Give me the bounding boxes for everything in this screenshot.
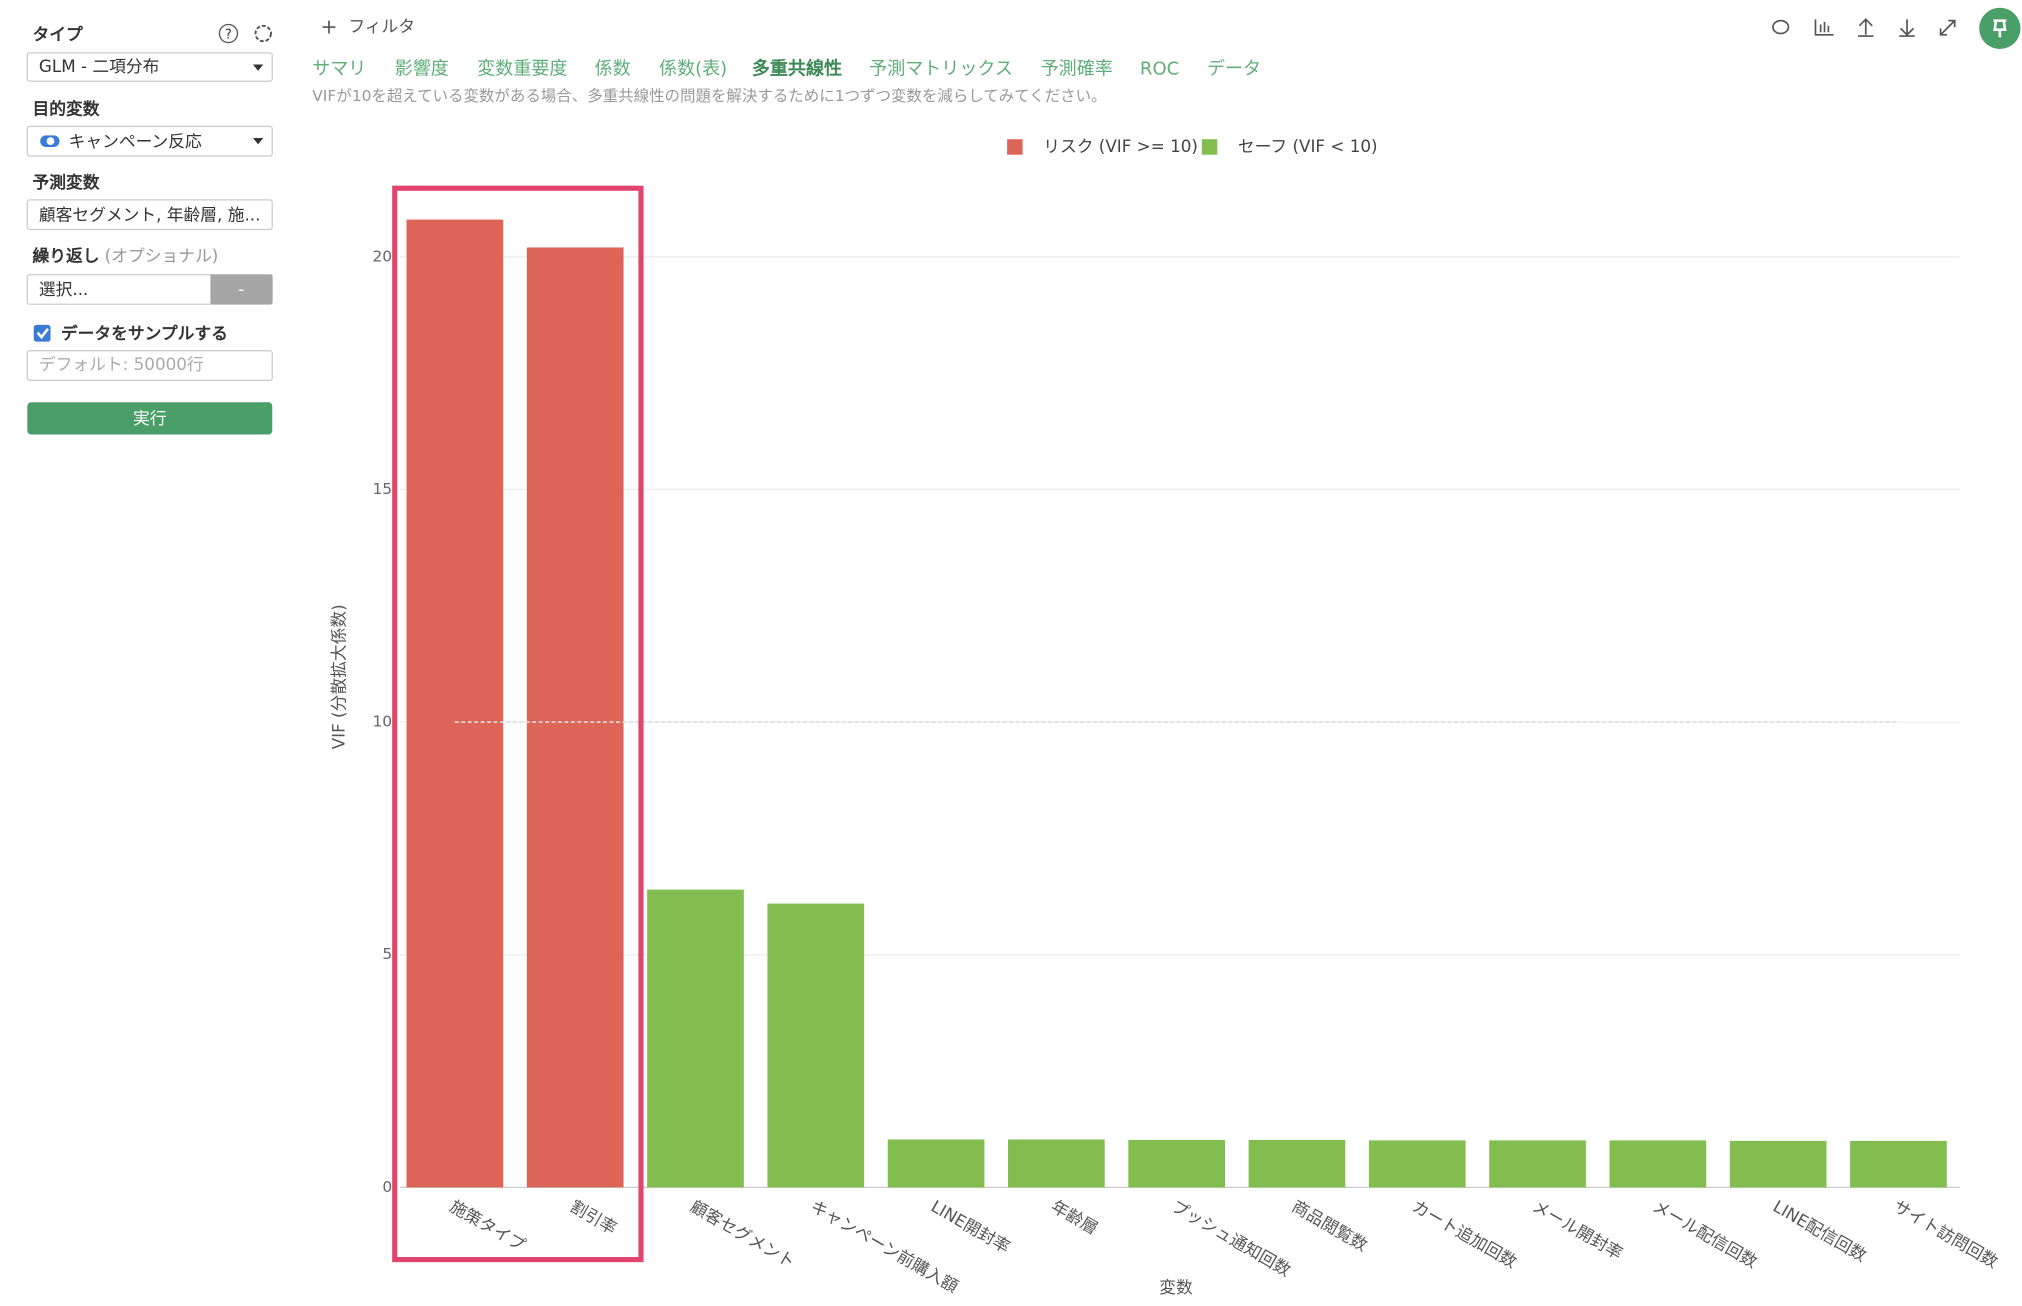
target-value: キャンペーン反応 [69, 131, 202, 151]
sample-input[interactable] [26, 350, 273, 381]
predictors-value: 顧客セグメント, 年齢層, 施... [39, 204, 261, 224]
chart: 0 5 10 15 20 リスク (VIF >= 10) セーフ (VIF < 10) 施策タ… [328, 136, 2002, 1297]
x-tick-label: メール配信回数 [1649, 1196, 1761, 1272]
bar [526, 247, 624, 1188]
x-tick-label: 顧客セグメント [687, 1196, 799, 1272]
plus-icon [322, 20, 336, 34]
pin-icon [1993, 19, 2007, 38]
bar [1609, 1140, 1707, 1188]
comment-icon[interactable] [1772, 19, 1790, 35]
repeat-optional: (オプショナル) [105, 246, 219, 266]
x-tick-label: 商品閲覧数 [1289, 1196, 1372, 1255]
x-axis-label: 変数 [1159, 1277, 1193, 1297]
help-glyph: ? [225, 27, 232, 42]
tab[interactable]: 多重共線性 [752, 58, 842, 80]
tab[interactable]: ROC [1140, 59, 1179, 80]
x-tick-label: メール開封率 [1529, 1196, 1626, 1264]
bar [1489, 1140, 1586, 1188]
y-tick-label: 20 [372, 247, 392, 265]
bar [647, 889, 744, 1188]
checkmark [36, 327, 49, 340]
bar [1850, 1140, 1947, 1188]
x-tick-label: LINE配信回数 [1770, 1196, 1871, 1266]
repeat-placeholder: 選択... [39, 279, 88, 299]
y-tick-label: 10 [372, 713, 392, 731]
tab[interactable]: 予測マトリックス [869, 59, 1013, 80]
run-button[interactable] [27, 402, 273, 435]
y-tick-label: 15 [372, 480, 392, 498]
download-icon[interactable] [1899, 19, 1915, 37]
filter-button[interactable]: フィルタ [348, 16, 415, 36]
y-axis-label: VIF (分散拡大係数) [328, 604, 348, 749]
legend-swatch [1201, 139, 1218, 155]
tab[interactable]: サマリ [312, 59, 366, 80]
bar [1248, 1139, 1346, 1188]
x-tick-label: LINE開封率 [928, 1196, 1014, 1257]
chart-icon[interactable] [1814, 19, 1834, 36]
x-tick-label: サイト訪問回数 [1890, 1196, 2002, 1272]
run-button-text: 実行 [133, 408, 167, 428]
bar [1128, 1139, 1226, 1188]
repeat-button-text: - [238, 279, 244, 299]
type-select[interactable] [26, 52, 273, 82]
type-label: タイプ [32, 24, 83, 44]
y-tick-label: 5 [382, 945, 392, 963]
target-select[interactable] [26, 125, 273, 157]
repeat-button[interactable] [210, 274, 273, 305]
y-tick-label: 0 [382, 1178, 392, 1196]
bar [406, 219, 504, 1188]
toolbar-icons [1772, 18, 1956, 37]
repeat-label: 繰り返し [32, 246, 99, 266]
help-icon[interactable] [218, 23, 239, 44]
column-type-dot [46, 137, 55, 146]
tab[interactable]: 係数(表) [659, 59, 727, 80]
legend-label: セーフ (VIF < 10) [1238, 136, 1378, 156]
target-label: 目的変数 [32, 99, 99, 119]
upload-icon[interactable] [1858, 18, 1874, 37]
tab[interactable]: 予測確率 [1041, 59, 1113, 80]
bar [887, 1139, 985, 1188]
x-tick-label: 年齢層 [1048, 1196, 1102, 1238]
bar [1729, 1140, 1827, 1188]
predictors-label: 予測変数 [32, 172, 99, 192]
dropdown-arrow [252, 64, 264, 71]
bar [1008, 1139, 1105, 1188]
legend-label: リスク (VIF >= 10) [1043, 136, 1198, 156]
bar [767, 903, 865, 1188]
tab[interactable]: 変数重要度 [477, 59, 567, 80]
settings-icon[interactable] [254, 24, 272, 43]
sample-label: データをサンプルする [61, 323, 228, 343]
highlight-box [392, 185, 644, 1263]
tab[interactable]: データ [1207, 59, 1261, 80]
x-tick-label: 割引率 [567, 1196, 621, 1238]
dropdown-arrow [252, 137, 264, 145]
tab[interactable]: 係数 [595, 59, 631, 80]
x-tick-label: プッシュ通知回数 [1168, 1196, 1294, 1280]
expand-icon[interactable] [1939, 19, 1956, 36]
x-tick-label: カート追加回数 [1409, 1196, 1521, 1272]
x-tick-label: 施策タイプ [447, 1196, 530, 1255]
legend-swatch [1007, 139, 1023, 155]
tab[interactable]: 影響度 [395, 59, 449, 80]
note: VIFが10を超えている変数がある場合、多重共線性の問題を解決するために1つずつ… [312, 87, 1106, 105]
sample-placeholder: デフォルト: 50000行 [39, 354, 204, 374]
tabs: サマリ 影響度 変数重要度 係数 係数(表) 多重共線性 予測マトリックス 予測確率 ROC デー… [312, 58, 1261, 80]
sample-checkbox[interactable] [33, 324, 51, 342]
predictors-select[interactable] [26, 199, 273, 231]
type-value: GLM - 二項分布 [39, 56, 159, 76]
bar [1368, 1140, 1466, 1188]
